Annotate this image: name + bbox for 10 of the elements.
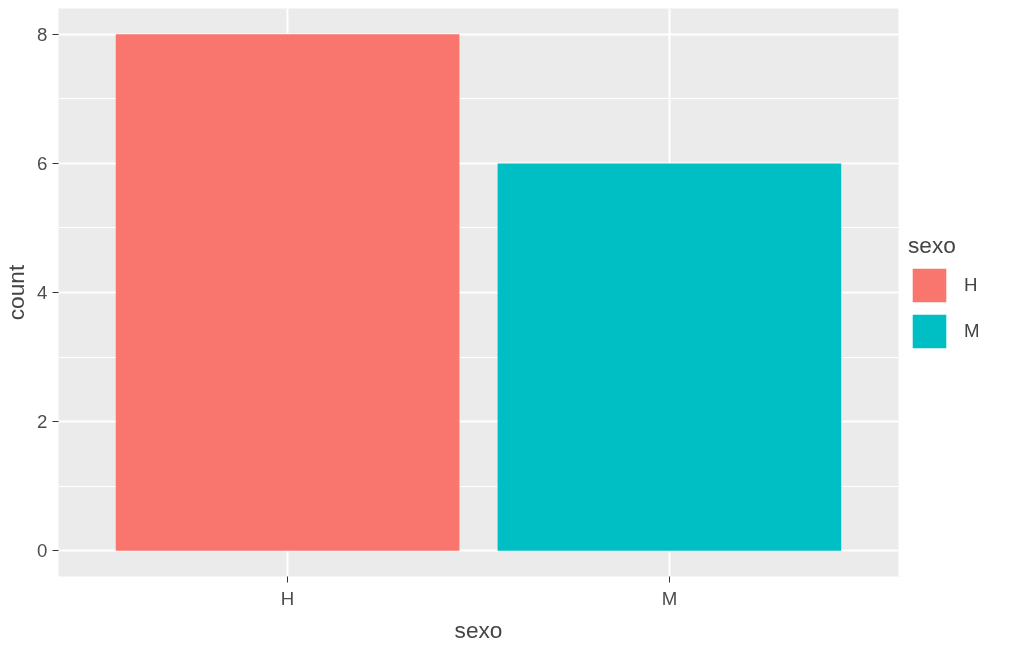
y-tick-label: 4 xyxy=(37,282,48,303)
y-tick-label: 2 xyxy=(37,411,48,433)
y-tick-label: 6 xyxy=(37,152,48,174)
y-tick-label: 0 xyxy=(37,540,48,562)
legend-label: M xyxy=(964,320,981,342)
y-axis-title: count xyxy=(3,264,30,321)
y-tick-label: 8 xyxy=(37,23,48,45)
x-axis-title: sexo xyxy=(454,616,503,643)
legend-title: sexo xyxy=(908,232,957,259)
legend-label: H xyxy=(964,274,979,296)
